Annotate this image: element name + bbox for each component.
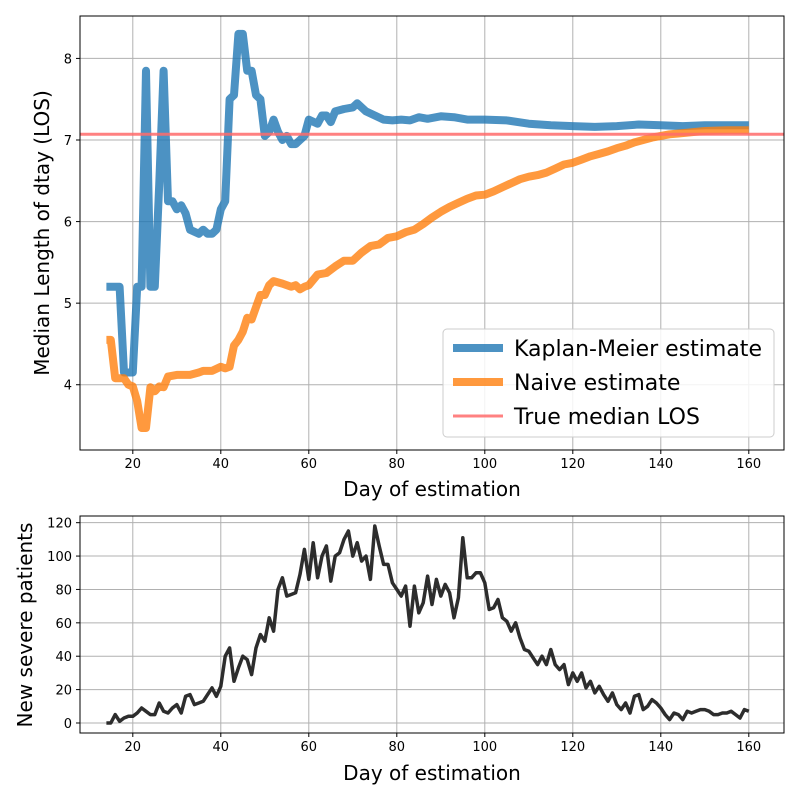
patients-plot-frame xyxy=(79,515,785,734)
naive-estimate-line xyxy=(106,126,749,432)
legend-label-naive: Naive estimate xyxy=(514,371,680,396)
los-legend: Kaplan-Meier estimate Naive estimate Tru… xyxy=(442,328,775,438)
legend-box xyxy=(442,328,775,438)
patients-x-tick-label: 140 xyxy=(648,740,673,755)
los-x-tick-label: 160 xyxy=(736,457,761,472)
los-estimate-plot: 20 40 60 80 100 120 140 160 4 5 6 7 8 Day of estima… xyxy=(30,15,785,501)
patients-x-ticks: 20 40 60 80 100 120 140 160 xyxy=(125,733,761,755)
new-severe-patients-line xyxy=(106,524,750,725)
legend-label-true-los: True median LOS xyxy=(513,405,700,430)
los-x-tick-label: 60 xyxy=(301,457,318,472)
los-x-tick-label: 100 xyxy=(472,457,497,472)
los-series-lines xyxy=(80,29,784,432)
new-patients-plot: 20 40 60 80 100 120 140 160 0 20 40 60 80 100 120 Day… xyxy=(13,515,785,785)
patients-y-tick-label: 100 xyxy=(47,550,72,565)
los-y-tick-label: 7 xyxy=(64,134,72,149)
los-x-tick-label: 40 xyxy=(213,457,230,472)
patients-x-tick-label: 100 xyxy=(472,740,497,755)
los-y-tick-label: 6 xyxy=(64,216,72,231)
legend-label-km: Kaplan-Meier estimate xyxy=(514,337,762,362)
patients-x-tick-label: 40 xyxy=(213,740,230,755)
patients-y-ticks: 0 20 40 60 80 100 120 xyxy=(47,517,80,732)
patients-y-tick-label: 80 xyxy=(55,583,72,598)
los-x-ticks: 20 40 60 80 100 120 140 160 xyxy=(125,450,761,472)
los-y-ticks: 4 5 6 7 8 xyxy=(64,52,80,394)
los-x-tick-label: 80 xyxy=(389,457,406,472)
patients-x-tick-label: 160 xyxy=(736,740,761,755)
los-x-tick-label: 120 xyxy=(560,457,585,472)
patients-y-tick-label: 0 xyxy=(64,717,72,732)
patients-grid xyxy=(80,516,784,733)
patients-x-tick-label: 80 xyxy=(389,740,406,755)
los-y-tick-label: 5 xyxy=(64,297,72,312)
patients-y-axis-label: New severe patients xyxy=(13,523,37,728)
los-y-axis-label: Median Length of dtay (LOS) xyxy=(30,90,54,376)
los-x-tick-label: 140 xyxy=(648,457,673,472)
patients-x-tick-label: 60 xyxy=(301,740,318,755)
los-x-tick-label: 20 xyxy=(125,457,142,472)
los-x-axis-label: Day of estimation xyxy=(343,477,521,501)
km-estimate-line xyxy=(106,29,749,377)
los-y-tick-label: 8 xyxy=(64,52,72,67)
patients-y-tick-label: 120 xyxy=(47,517,72,532)
patients-y-tick-label: 60 xyxy=(55,617,72,632)
los-y-tick-label: 4 xyxy=(64,379,72,394)
patients-x-tick-label: 20 xyxy=(125,740,142,755)
los-plot-frame xyxy=(79,15,785,451)
patients-y-tick-label: 40 xyxy=(55,650,72,665)
patients-x-axis-label: Day of estimation xyxy=(343,761,521,785)
patients-series-lines xyxy=(106,524,750,725)
patients-y-tick-label: 20 xyxy=(55,684,72,699)
patients-x-tick-label: 120 xyxy=(560,740,585,755)
